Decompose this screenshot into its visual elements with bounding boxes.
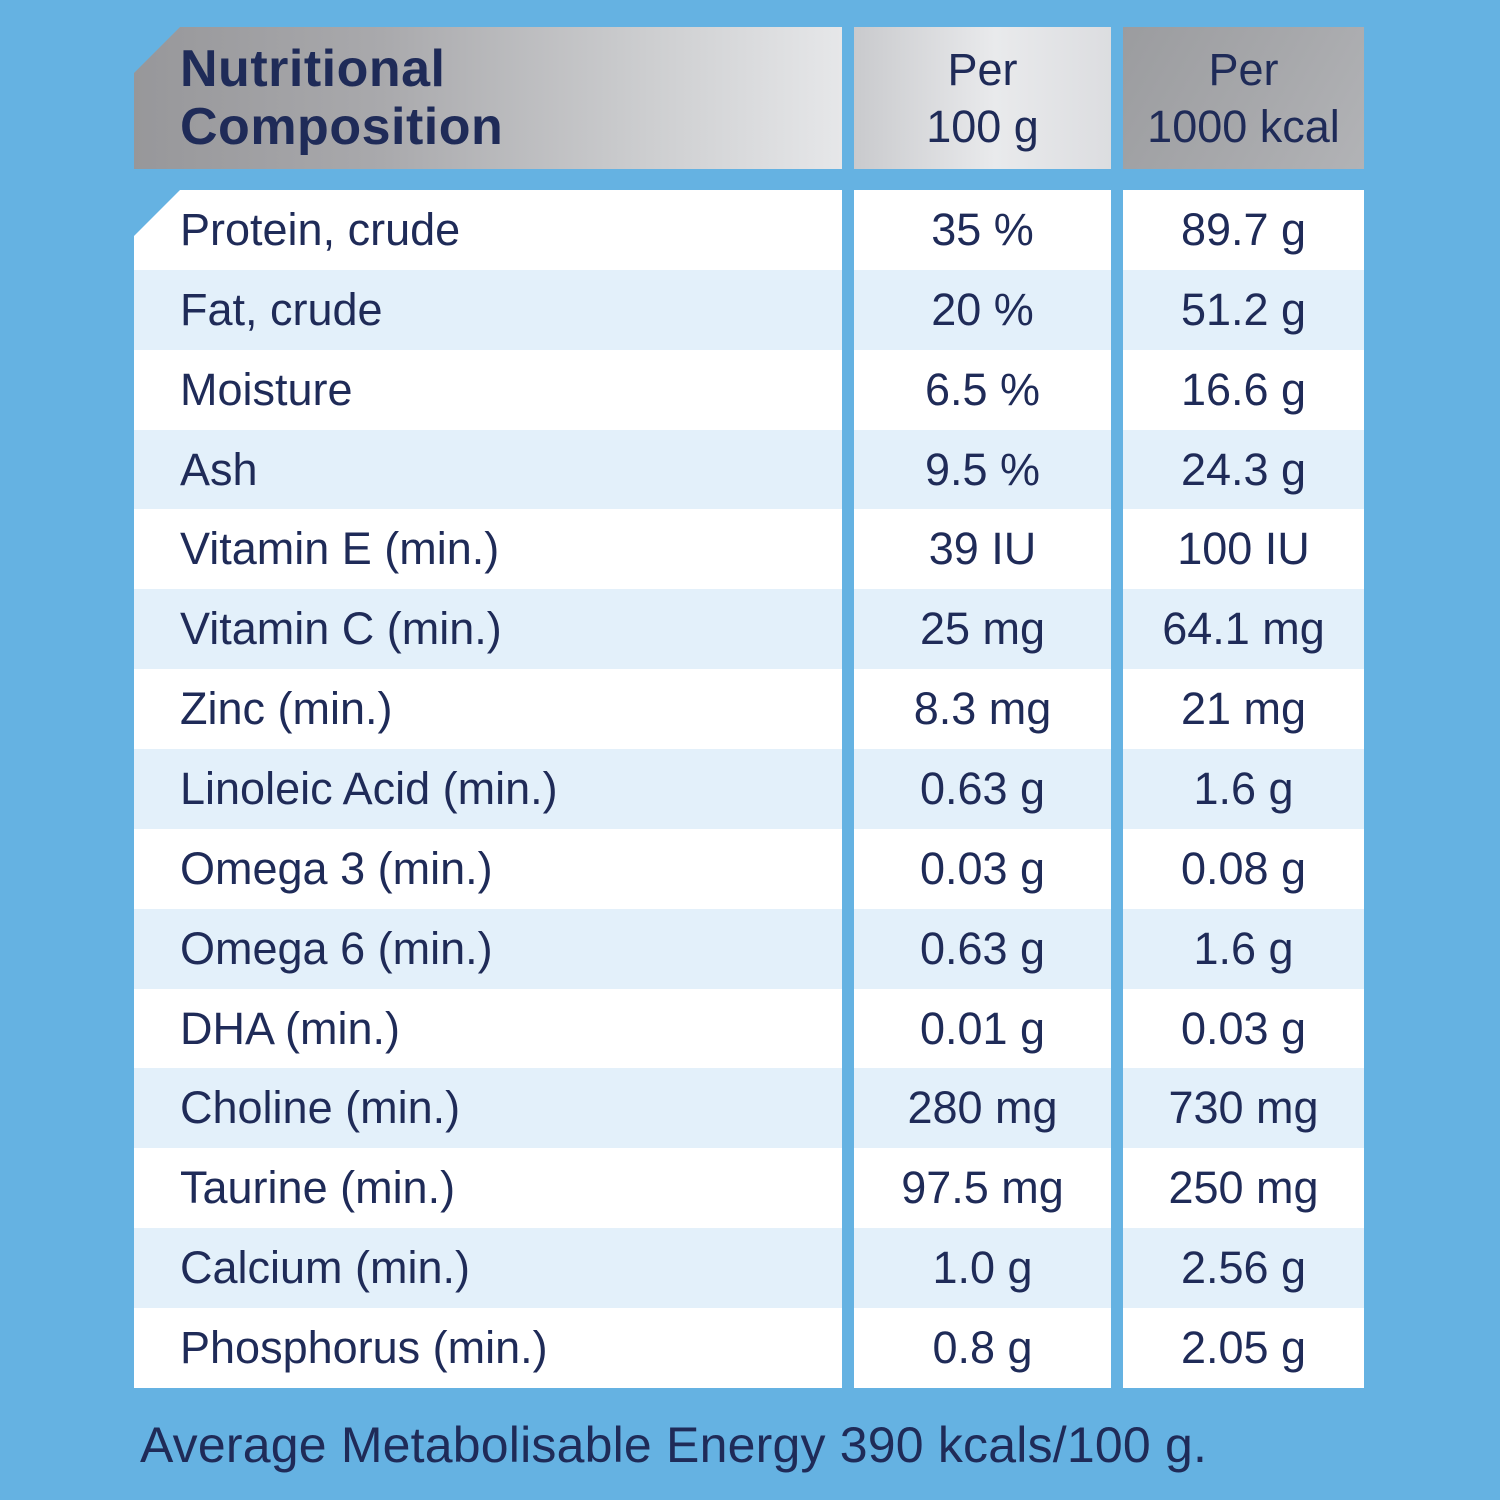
page-title: Nutritional Composition [180,39,504,156]
table-row: Moisture 6.5 % 16.6 g [134,349,1364,430]
per-1000kcal-value: 730 mg [1123,1068,1364,1149]
nutrient-label: Vitamin E (min.) [134,509,842,590]
nutrient-label: Protein, crude [134,190,842,270]
per-100g-value: 20 % [854,269,1111,350]
table-row: Vitamin C (min.) 25 mg 64.1 mg [134,589,1364,670]
table-row: Zinc (min.) 8.3 mg 21 mg [134,669,1364,750]
title-cell: Nutritional Composition [134,27,842,169]
table-row: Omega 6 (min.) 0.63 g 1.6 g [134,908,1364,989]
table-row: Ash 9.5 % 24.3 g [134,429,1364,510]
per-100g-value: 1.0 g [854,1228,1111,1309]
table-row: DHA (min.) 0.01 g 0.03 g [134,988,1364,1069]
nutrient-label: Ash [134,429,842,510]
per-1000kcal-value: 89.7 g [1123,190,1364,270]
nutrient-label: Calcium (min.) [134,1228,842,1309]
nutrient-label: Vitamin C (min.) [134,589,842,670]
table-row: Calcium (min.) 1.0 g 2.56 g [134,1228,1364,1309]
per-100g-value: 0.8 g [854,1308,1111,1388]
per-1000kcal-value: 64.1 mg [1123,589,1364,670]
table-header: Nutritional Composition Per 100 g Per 10… [134,27,1364,169]
per-100g-value: 280 mg [854,1068,1111,1149]
per-100g-value: 25 mg [854,589,1111,670]
per-100g-value: 0.01 g [854,988,1111,1069]
table-row: Linoleic Acid (min.) 0.63 g 1.6 g [134,749,1364,829]
per-1000kcal-value: 0.03 g [1123,988,1364,1069]
table-row: Fat, crude 20 % 51.2 g [134,269,1364,350]
per-1000kcal-value: 1.6 g [1123,908,1364,989]
nutrient-label: DHA (min.) [134,988,842,1069]
nutrient-label: Zinc (min.) [134,669,842,750]
per-1000kcal-value: 16.6 g [1123,349,1364,430]
per-1000kcal-value: 24.3 g [1123,429,1364,510]
table-row: Choline (min.) 280 mg 730 mg [134,1068,1364,1149]
per-1000kcal-value: 21 mg [1123,669,1364,750]
per-1000kcal-value: 2.56 g [1123,1228,1364,1309]
col-header-per-1000kcal: Per 1000 kcal [1123,27,1364,169]
per-100g-value: 0.63 g [854,749,1111,829]
col-header-per-100g: Per 100 g [854,27,1111,169]
col-header-per-100g-label: Per 100 g [926,43,1039,152]
per-1000kcal-value: 0.08 g [1123,828,1364,909]
per-1000kcal-value: 1.6 g [1123,749,1364,829]
nutrient-label: Taurine (min.) [134,1148,842,1229]
table-row: Phosphorus (min.) 0.8 g 2.05 g [134,1308,1364,1388]
table-body: Protein, crude 35 % 89.7 g Fat, crude 20… [134,190,1364,1388]
col-header-per-1000kcal-label: Per 1000 kcal [1147,43,1340,152]
table-row: Protein, crude 35 % 89.7 g [134,190,1364,270]
per-100g-value: 0.63 g [854,908,1111,989]
nutrient-label: Fat, crude [134,269,842,350]
per-1000kcal-value: 51.2 g [1123,269,1364,350]
per-100g-value: 97.5 mg [854,1148,1111,1229]
table-row: Taurine (min.) 97.5 mg 250 mg [134,1148,1364,1229]
per-100g-value: 0.03 g [854,828,1111,909]
per-1000kcal-value: 2.05 g [1123,1308,1364,1388]
nutrient-label: Omega 6 (min.) [134,908,842,989]
nutrient-label: Phosphorus (min.) [134,1308,842,1388]
per-1000kcal-value: 100 IU [1123,509,1364,590]
per-100g-value: 6.5 % [854,349,1111,430]
per-100g-value: 8.3 mg [854,669,1111,750]
per-1000kcal-value: 250 mg [1123,1148,1364,1229]
nutrient-label: Linoleic Acid (min.) [134,749,842,829]
nutrient-label: Choline (min.) [134,1068,842,1149]
table-row: Vitamin E (min.) 39 IU 100 IU [134,509,1364,590]
nutrient-label: Omega 3 (min.) [134,828,842,909]
per-100g-value: 39 IU [854,509,1111,590]
per-100g-value: 9.5 % [854,429,1111,510]
table-row: Omega 3 (min.) 0.03 g 0.08 g [134,828,1364,909]
footer-note: Average Metabolisable Energy 390 kcals/1… [140,1417,1208,1473]
nutrient-label: Moisture [134,349,842,430]
per-100g-value: 35 % [854,190,1111,270]
